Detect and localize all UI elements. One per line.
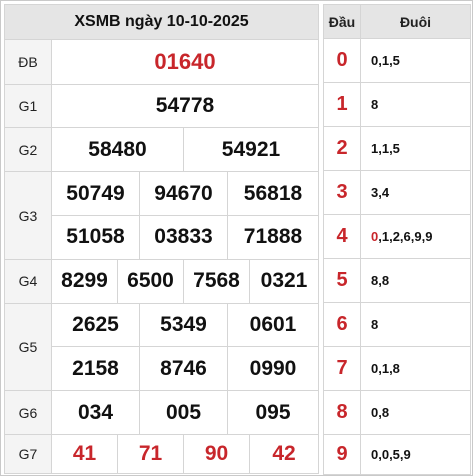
prize-label-g2: G2 [4,127,52,173]
loto-tail-digits: 0,1,8 [360,346,471,391]
g7-number: 71 [117,434,184,474]
loto-head-digit: 6 [323,302,361,347]
g3-number: 50749 [51,171,140,216]
loto-tail-digits: 8,8 [360,258,471,303]
loto-tail-digits: 0,1,5 [360,38,471,83]
loto-tail-highlight: 0 [371,229,379,244]
loto-table: Đầu Đuôi 0 0,1,5 1 8 2 1,1,5 3 3,4 4 0,1… [323,4,471,475]
loto-head-digit: 0 [323,38,361,83]
prize-label-g3: G3 [4,171,52,260]
g5-number: 5349 [139,302,228,348]
g5-number: 0990 [226,346,320,392]
loto-tail-digits: 3,4 [360,170,471,215]
loto-head-digit: 3 [323,170,361,215]
loto-tail-digits: 0,8 [360,390,471,435]
g6-number: 005 [139,390,228,436]
g7-number: 90 [183,434,250,474]
g1-number: 54778 [50,83,320,129]
prize-label-g7: G7 [4,434,52,474]
g5-number: 0601 [226,302,320,348]
prize-label-g5: G5 [4,302,52,392]
g3-number: 03833 [139,215,228,260]
special-prize-number: 01640 [50,38,320,85]
loto-tail-column-title: Đuôi [360,4,471,39]
page-title: XSMB ngày 10-10-2025 [3,4,320,40]
g3-number: 51058 [51,215,140,260]
g7-number: 41 [51,434,118,474]
g5-number: 2625 [51,302,140,348]
prize-label-db: ĐB [4,38,52,85]
loto-head-digit: 9 [323,434,361,475]
g7-number: 42 [248,434,320,474]
g3-number: 71888 [226,215,320,260]
loto-head-digit: 7 [323,346,361,391]
g4-number: 7568 [183,258,250,304]
g2-number: 58480 [51,127,184,173]
loto-tail-digits: 0,0,5,9 [360,434,471,475]
loto-head-digit: 5 [323,258,361,303]
loto-tail-digits: 0,1,2,6,9,9 [360,214,471,259]
results-table: XSMB ngày 10-10-2025 ĐB 01640 G1 54778 G… [3,4,320,474]
g4-number: 0321 [248,258,320,304]
loto-head-digit: 4 [323,214,361,259]
loto-tail-digits: 8 [360,302,471,347]
g2-number: 54921 [182,127,320,173]
loto-head-digit: 8 [323,390,361,435]
g5-number: 8746 [139,346,228,392]
g5-number: 2158 [51,346,140,392]
g3-number: 56818 [226,171,320,216]
loto-head-digit: 1 [323,82,361,127]
loto-tail-digits: 1,1,5 [360,126,471,171]
loto-tail-rest: ,1,2,6,9,9 [378,229,433,244]
loto-head-digit: 2 [323,126,361,171]
g4-number: 8299 [51,258,118,304]
prize-label-g1: G1 [4,83,52,129]
loto-tail-digits: 8 [360,82,471,127]
loto-head-column-title: Đầu [323,4,361,39]
prize-label-g4: G4 [4,258,52,304]
prize-label-g6: G6 [4,390,52,436]
g4-number: 6500 [117,258,184,304]
g6-number: 095 [226,390,320,436]
g6-number: 034 [51,390,140,436]
g3-number: 94670 [139,171,228,216]
